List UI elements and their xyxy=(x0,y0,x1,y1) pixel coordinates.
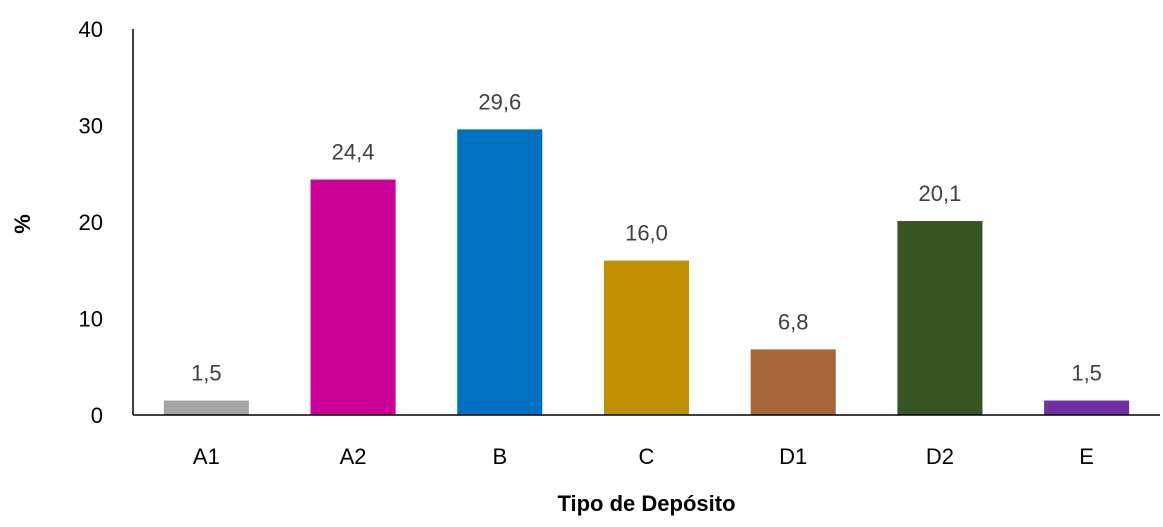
y-tick-labels: 0 10 20 30 40 xyxy=(79,17,103,428)
y-tick-label-0: 0 xyxy=(91,403,103,428)
bar-d1 xyxy=(750,349,836,415)
value-label-c: 16,0 xyxy=(625,221,668,246)
value-label-b: 29,6 xyxy=(478,89,521,114)
bar-c xyxy=(603,260,690,415)
x-tick-label-e: E xyxy=(1079,444,1094,469)
axes xyxy=(132,29,1160,416)
x-tick-label-c: C xyxy=(639,444,655,469)
x-tick-labels: A1 A2 B C D1 D2 E xyxy=(193,444,1094,469)
bars xyxy=(163,129,1130,416)
x-tick-label-d2: D2 xyxy=(926,444,954,469)
x-tick-label-b: B xyxy=(492,444,507,469)
x-tick-label-a2: A2 xyxy=(340,444,367,469)
value-label-d2: 20,1 xyxy=(919,181,962,206)
y-tick-label-20: 20 xyxy=(79,210,103,235)
bar-e xyxy=(1044,400,1130,415)
bar-a2 xyxy=(310,179,396,415)
bar-b xyxy=(457,129,543,416)
value-label-a2: 24,4 xyxy=(332,140,375,165)
y-axis-title: % xyxy=(10,214,35,234)
y-tick-label-30: 30 xyxy=(79,114,103,139)
value-label-a1: 1,5 xyxy=(191,361,222,386)
bar-a1 xyxy=(163,400,249,415)
value-labels: 1,5 24,4 29,6 16,0 6,8 20,1 1,5 xyxy=(191,89,1102,385)
x-tick-label-d1: D1 xyxy=(779,444,807,469)
value-label-e: 1,5 xyxy=(1071,361,1102,386)
x-tick-label-a1: A1 xyxy=(193,444,220,469)
x-axis-title: Tipo de Depósito xyxy=(557,491,735,516)
y-tick-label-40: 40 xyxy=(79,17,103,42)
y-tick-label-10: 10 xyxy=(79,307,103,332)
value-label-d1: 6,8 xyxy=(778,309,809,334)
bar-d2 xyxy=(897,221,983,415)
